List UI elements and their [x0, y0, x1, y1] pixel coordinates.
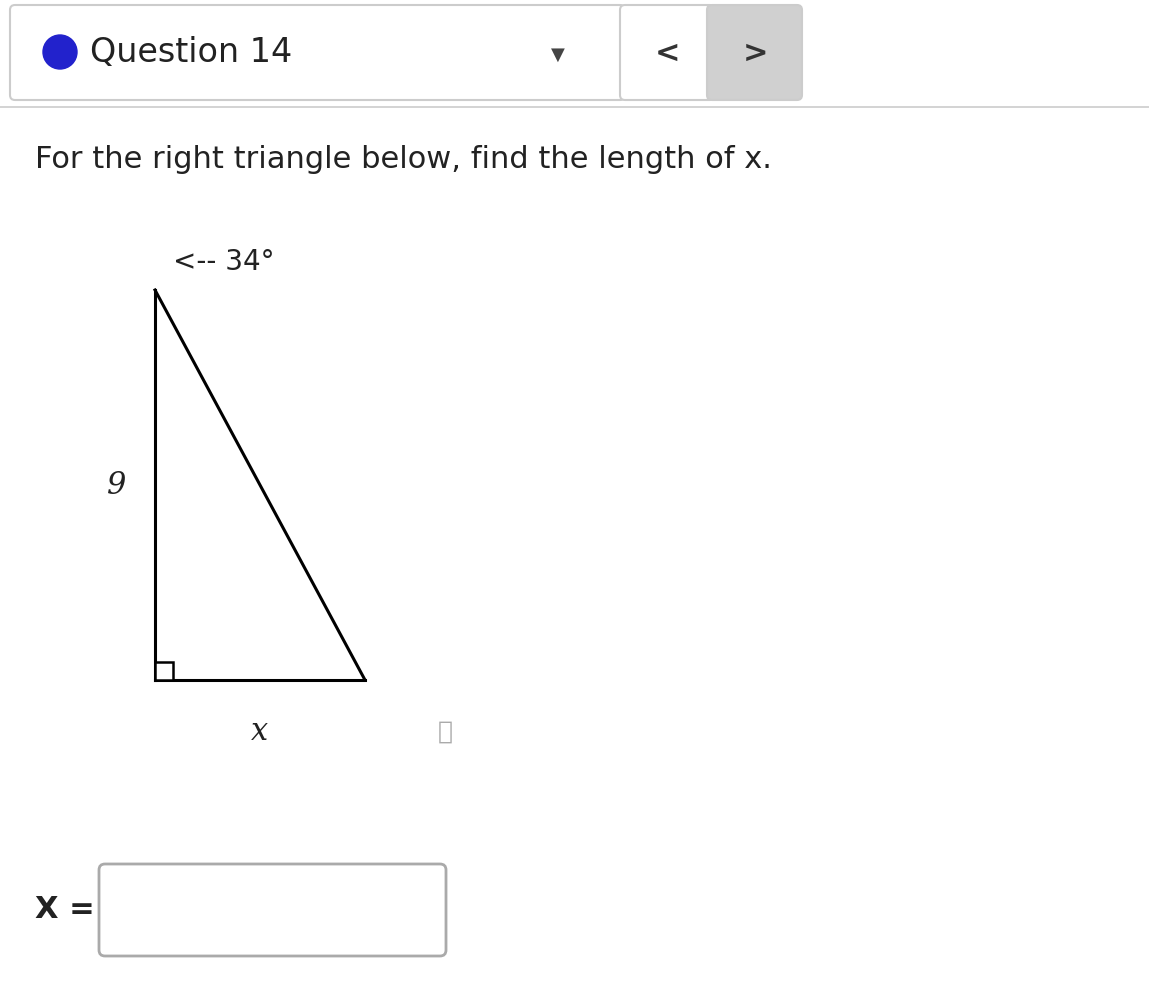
Text: >: >	[742, 38, 768, 68]
Text: <: <	[654, 38, 680, 68]
Text: 🔍: 🔍	[438, 720, 453, 744]
Text: x: x	[252, 717, 269, 747]
FancyBboxPatch shape	[99, 864, 446, 956]
Text: X =: X =	[34, 896, 94, 924]
Text: Question 14: Question 14	[90, 36, 292, 70]
Text: For the right triangle below, find the length of x.: For the right triangle below, find the l…	[34, 145, 772, 175]
FancyBboxPatch shape	[707, 5, 802, 100]
Text: ▼: ▼	[552, 46, 565, 64]
Bar	[155, 662, 173, 680]
FancyBboxPatch shape	[620, 5, 715, 100]
Text: <-- 34°: <-- 34°	[173, 248, 275, 276]
Text: 9: 9	[107, 470, 126, 500]
Circle shape	[43, 35, 77, 69]
FancyBboxPatch shape	[10, 5, 625, 100]
